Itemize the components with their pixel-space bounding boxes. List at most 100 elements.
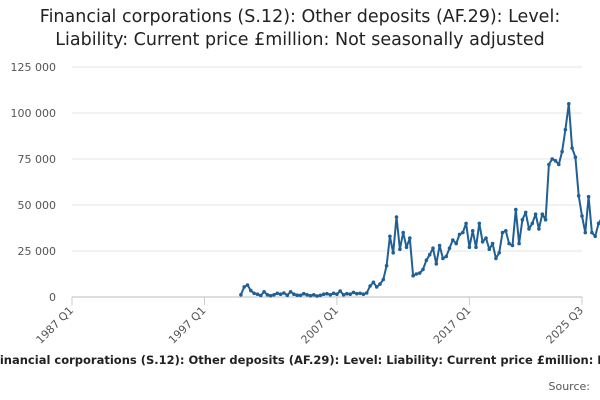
data-point (533, 212, 538, 216)
x-tick-label: 1987 Q1 (34, 304, 77, 347)
data-point (504, 229, 508, 233)
data-point (388, 234, 392, 239)
data-point (480, 240, 485, 244)
data-point (576, 194, 581, 198)
data-point (282, 291, 286, 295)
data-point (596, 221, 600, 226)
data-point (437, 243, 442, 248)
y-axis-labels: 0 25 000 50 000 75 000 100 000 125 000 (11, 61, 57, 304)
data-point (527, 227, 531, 231)
y-tick-label: 125 000 (11, 61, 57, 74)
series-layer (239, 102, 600, 298)
data-point (517, 241, 521, 246)
data-point (265, 293, 270, 297)
data-point (431, 246, 435, 250)
data-point (398, 247, 402, 251)
data-point (507, 241, 511, 246)
data-point (374, 285, 379, 289)
x-tick-label: 1997 Q1 (166, 304, 209, 347)
data-point (477, 221, 482, 226)
data-point (583, 230, 588, 235)
data-point (295, 293, 300, 298)
data-point (401, 230, 406, 235)
data-point (272, 293, 276, 297)
data-point (302, 291, 306, 296)
data-point (447, 246, 452, 250)
data-point (557, 162, 561, 167)
data-point (497, 251, 502, 255)
data-point (318, 293, 323, 298)
data-point (424, 258, 429, 263)
data-point (586, 194, 591, 199)
data-point (523, 210, 528, 215)
data-point (262, 290, 266, 294)
data-point (510, 243, 515, 248)
data-point (292, 292, 296, 297)
data-point (381, 277, 386, 282)
data-point (514, 207, 518, 212)
data-point (361, 292, 366, 297)
data-point (298, 293, 303, 298)
data-point (547, 162, 551, 167)
data-point (593, 234, 597, 239)
x-axis-labels: 1987 Q1 1997 Q1 2007 Q1 2017 Q1 2025 Q3 (34, 297, 587, 347)
data-point (325, 291, 329, 296)
series-line (239, 102, 600, 298)
legend[interactable]: Financial corporations (S.12): Other dep… (0, 350, 600, 372)
y-tick-label: 0 (49, 291, 56, 304)
data-point (335, 292, 339, 297)
chart-title-line-2: Liability: Current price £million: Not s… (55, 30, 545, 50)
data-point (461, 230, 465, 235)
data-point (278, 292, 283, 297)
x-tick-label: 2017 Q1 (431, 304, 474, 347)
data-point (540, 212, 545, 216)
data-point (487, 247, 492, 251)
y-tick-label: 50 000 (18, 199, 57, 212)
data-point (421, 267, 425, 272)
data-point (451, 238, 455, 242)
data-point (308, 293, 313, 298)
chart-title-line-1: Financial corporations (S.12): Other dep… (39, 7, 561, 27)
data-point (368, 284, 372, 288)
data-point (378, 282, 382, 286)
x-tick-label: 2007 Q1 (299, 304, 342, 347)
data-point (563, 127, 568, 132)
data-point (467, 245, 472, 250)
data-point (321, 292, 326, 297)
data-point (530, 221, 535, 226)
data-point (434, 262, 439, 266)
data-point (444, 254, 449, 259)
data-point (470, 229, 475, 233)
data-point (560, 149, 564, 154)
y-tick-label: 75 000 (18, 153, 57, 166)
legend-item-label[interactable]: Financial corporations (S.12): Other dep… (0, 353, 600, 367)
chart-title: Financial corporations (S.12): Other dep… (0, 6, 600, 52)
data-point (275, 291, 280, 296)
data-point (414, 272, 419, 276)
data-point (358, 291, 362, 296)
data-point (494, 256, 498, 261)
data-point (550, 157, 554, 161)
data-point (464, 221, 468, 226)
data-point (328, 293, 333, 297)
data-point (427, 252, 432, 257)
y-tick-label: 25 000 (18, 245, 57, 258)
data-point (268, 293, 273, 298)
x-tick-label: 2025 Q3 (544, 304, 587, 347)
data-point (537, 227, 541, 231)
data-point (255, 292, 260, 297)
data-point (341, 293, 346, 297)
data-point (484, 236, 488, 240)
data-point (285, 293, 290, 298)
data-point (312, 293, 316, 297)
source-credit[interactable]: Source: (548, 380, 591, 393)
data-point (288, 290, 293, 294)
data-point (553, 159, 558, 163)
data-point (391, 251, 396, 255)
data-point (259, 293, 263, 298)
data-point (404, 245, 409, 250)
data-point (441, 256, 445, 261)
data-point (355, 291, 359, 296)
data-point (394, 215, 399, 219)
data-point (345, 291, 349, 296)
